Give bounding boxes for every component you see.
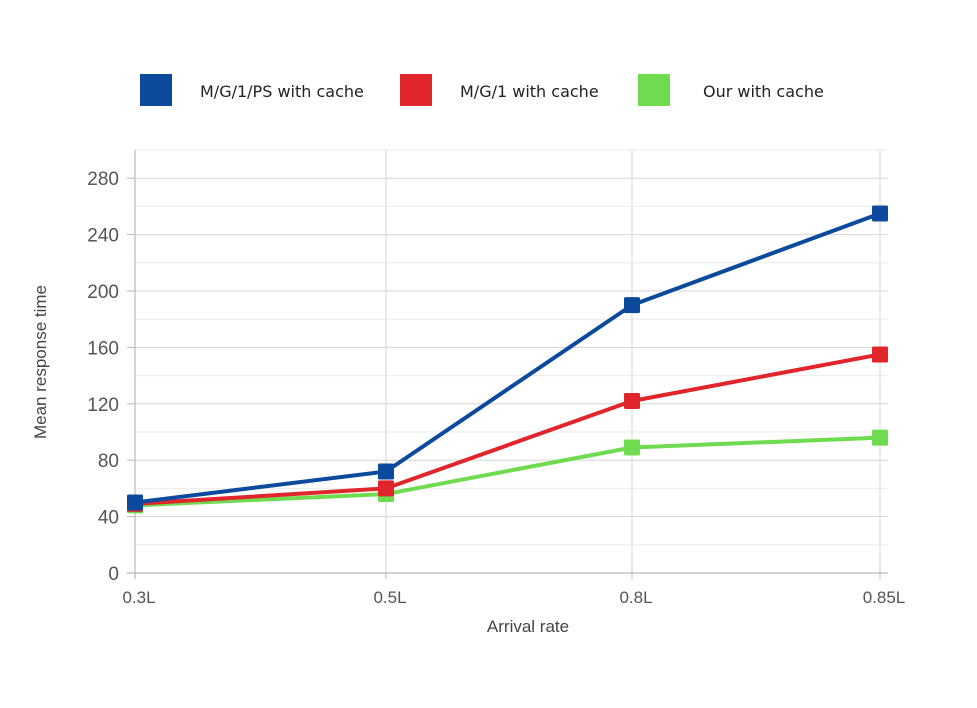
y-tick-label: 80 xyxy=(98,451,119,472)
x-tick-label: 0.8L xyxy=(619,588,652,607)
legend-label: M/G/1/PS with cache xyxy=(200,82,364,101)
series-line-2 xyxy=(133,435,882,508)
y-tick-label: 160 xyxy=(87,338,119,359)
x-tick-label: 0.85L xyxy=(863,588,906,607)
y-axis-title: Mean response time xyxy=(31,285,50,439)
y-tick-label: 240 xyxy=(87,226,119,247)
legend-item: M/G/1 with cache xyxy=(400,74,599,106)
y-tick-label: 0 xyxy=(108,564,119,585)
series-line-0 xyxy=(133,211,882,505)
x-tick-label: 0.5L xyxy=(373,588,406,607)
data-point-marker xyxy=(127,494,143,511)
data-point-marker xyxy=(624,297,640,314)
legend-item: Our with cache xyxy=(638,74,824,106)
data-point-marker xyxy=(624,392,640,409)
data-point-marker xyxy=(872,429,888,446)
axis-layer: 0 40 80 120 160 200 240 280 0.3L 0.5L 0.8L 0.85L xyxy=(87,150,905,607)
data-point-marker xyxy=(378,480,394,497)
data-point-marker xyxy=(624,439,640,456)
series-line-1 xyxy=(133,352,882,506)
data-point-marker xyxy=(872,205,888,222)
legend-swatch xyxy=(140,74,172,106)
legend-label: M/G/1 with cache xyxy=(460,82,599,101)
grid-layer xyxy=(134,149,888,574)
legend-swatch xyxy=(400,74,432,106)
legend: M/G/1/PS with cache M/G/1 with cache Our w… xyxy=(140,74,824,106)
data-point-marker xyxy=(872,346,888,363)
y-tick-label: 120 xyxy=(87,395,119,416)
y-tick-label: 40 xyxy=(98,508,119,529)
y-tick-label: 280 xyxy=(87,169,119,190)
y-tick-label: 200 xyxy=(87,282,119,303)
x-tick-label: 0.3L xyxy=(122,588,155,607)
legend-label: Our with cache xyxy=(703,82,824,101)
legend-item: M/G/1/PS with cache xyxy=(140,74,364,106)
x-axis-title: Arrival rate xyxy=(487,617,569,636)
series-layer xyxy=(127,205,888,514)
legend-swatch xyxy=(638,74,670,106)
data-point-marker xyxy=(378,463,394,480)
